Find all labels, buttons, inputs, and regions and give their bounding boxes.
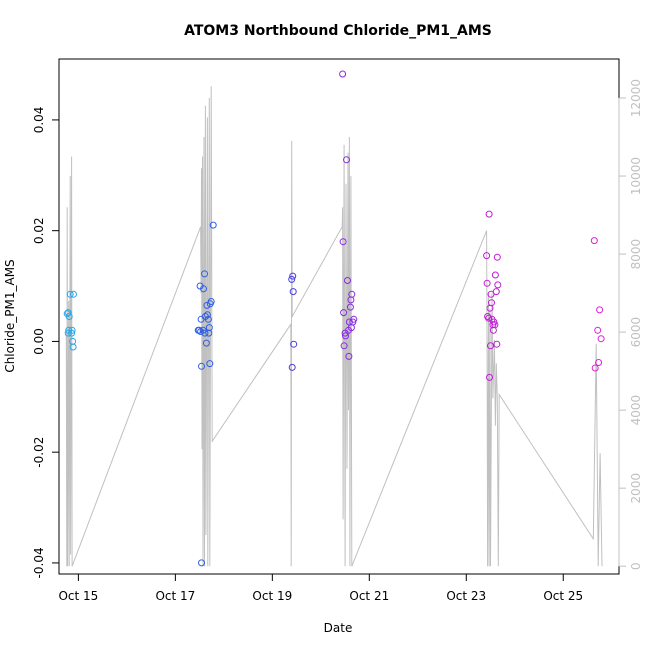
data-point — [491, 321, 499, 329]
x-axis-label: Date — [324, 621, 353, 635]
y-tick-label: -0.02 — [32, 437, 46, 468]
data-point — [339, 70, 347, 78]
data-point — [70, 290, 77, 298]
data-point — [201, 329, 209, 337]
data-point — [204, 315, 212, 323]
data-point — [483, 252, 491, 260]
data-point — [201, 270, 208, 278]
data-point — [198, 559, 205, 567]
data-point — [346, 303, 354, 311]
secondary-series-line — [65, 86, 603, 567]
y-tick-label: 0.04 — [32, 107, 46, 134]
data-point — [487, 290, 495, 298]
data-point — [288, 275, 296, 283]
data-point — [68, 326, 76, 334]
points-layer — [63, 70, 605, 567]
y2-tick-label: 10000 — [629, 157, 643, 195]
chart-title: ATOM3 Northbound Chloride_PM1_AMS — [184, 23, 492, 39]
plot-frame — [58, 58, 620, 575]
x-tick-label: Oct 19 — [252, 589, 292, 603]
data-point — [289, 288, 297, 296]
y2-tick-label: 2000 — [629, 473, 643, 504]
secondary-series-layer — [65, 86, 603, 567]
data-point — [492, 288, 500, 296]
x-tick-label: Oct 23 — [446, 589, 486, 603]
y-axis: -0.04 -0.02 0.00 0.02 0.04 — [32, 107, 60, 578]
data-point — [591, 364, 599, 372]
y-axis-label: Chloride_PM1_AMS — [3, 259, 17, 372]
data-point — [65, 313, 73, 320]
data-point — [205, 324, 213, 332]
data-point — [203, 301, 211, 309]
y-tick-label: 0.02 — [32, 217, 46, 244]
y2-tick-label: 8000 — [629, 239, 643, 270]
data-point — [491, 271, 499, 279]
x-tick-label: Oct 15 — [58, 589, 98, 603]
data-point — [207, 298, 215, 305]
data-point — [488, 299, 495, 307]
data-point — [348, 290, 356, 298]
data-point — [195, 326, 203, 334]
data-point — [340, 309, 348, 317]
y-tick-label: -0.04 — [32, 547, 46, 578]
data-point — [494, 281, 502, 289]
data-point — [342, 332, 349, 340]
data-point — [290, 340, 298, 348]
data-point — [340, 342, 348, 350]
y2-tick-label: 0 — [629, 562, 643, 570]
y2-tick-label: 6000 — [629, 317, 643, 348]
data-point — [486, 373, 493, 381]
y2-axis: 0 2000 4000 6000 8000 10000 12000 — [618, 79, 643, 570]
x-tick-label: Oct 21 — [349, 589, 389, 603]
data-point — [289, 272, 297, 280]
y2-tick-label: 12000 — [629, 79, 643, 117]
x-axis: Oct 15 Oct 17 Oct 19 Oct 21 Oct 23 Oct 25 — [58, 573, 583, 603]
data-point — [69, 343, 77, 351]
data-point — [206, 360, 214, 368]
data-point — [66, 290, 74, 298]
data-point — [493, 253, 501, 261]
data-point — [339, 238, 347, 246]
data-point — [343, 156, 350, 164]
data-point — [350, 315, 358, 323]
data-point — [288, 363, 296, 371]
data-point — [209, 221, 217, 229]
x-tick-label: Oct 17 — [155, 589, 195, 603]
data-point — [485, 314, 493, 322]
data-point — [64, 309, 72, 317]
data-point — [487, 342, 494, 350]
x-tick-label: Oct 25 — [543, 589, 583, 603]
y2-tick-label: 4000 — [629, 395, 643, 426]
data-point — [590, 237, 598, 245]
data-point — [344, 277, 351, 284]
y-tick-label: 0.00 — [32, 328, 46, 355]
data-point — [345, 352, 353, 360]
data-point — [202, 339, 210, 347]
data-point — [596, 306, 604, 314]
data-point — [200, 285, 207, 293]
data-point — [203, 311, 211, 319]
data-point — [597, 335, 605, 343]
data-point — [198, 362, 205, 370]
data-point — [485, 210, 493, 218]
data-point — [483, 279, 491, 287]
data-point — [68, 329, 76, 337]
data-point — [595, 359, 603, 366]
data-point — [594, 326, 602, 334]
data-point — [493, 340, 501, 348]
